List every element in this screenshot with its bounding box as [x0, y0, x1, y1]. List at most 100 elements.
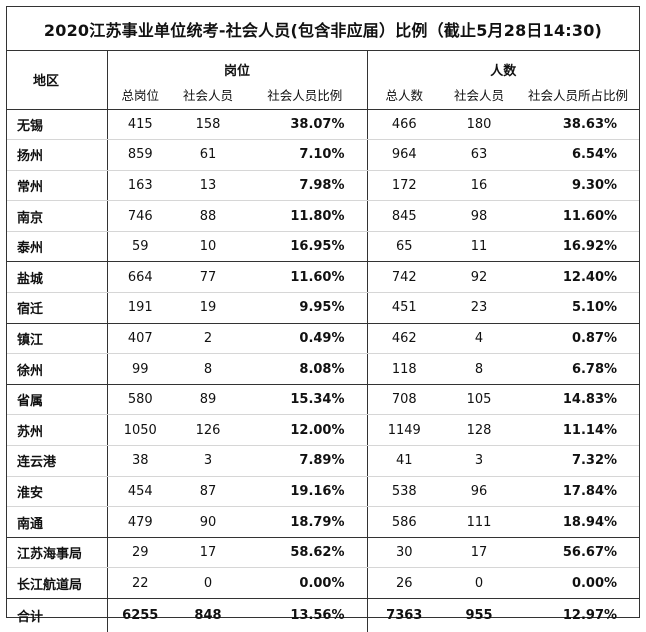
total-posts-cell: 1050 [107, 415, 173, 446]
people-ratio-cell: 12.97% [517, 599, 639, 632]
people-ratio-cell: 56.67% [517, 537, 639, 568]
total-people-cell: 172 [367, 170, 441, 201]
social-posts-cell: 848 [173, 599, 243, 632]
social-people-cell: 17 [441, 537, 517, 568]
total-posts-cell: 6255 [107, 599, 173, 632]
people-ratio-cell: 12.40% [517, 262, 639, 293]
total-people-cell: 7363 [367, 599, 441, 632]
post-ratio-cell: 11.80% [243, 201, 367, 232]
posts-group-header: 岗位 [107, 51, 367, 81]
region-cell: 长江航道局 [7, 568, 107, 599]
region-cell: 省属 [7, 384, 107, 415]
region-cell: 江苏海事局 [7, 537, 107, 568]
social-posts-cell: 90 [173, 507, 243, 538]
social-people-cell: 63 [441, 140, 517, 171]
region-cell: 合计 [7, 599, 107, 632]
total-people-cell: 26 [367, 568, 441, 599]
region-cell: 盐城 [7, 262, 107, 293]
table-frame: 2020江苏事业单位统考-社会人员(包含非应届）比例（截止5月28日14:30)… [6, 6, 640, 618]
people-ratio-cell: 5.10% [517, 293, 639, 324]
post-ratio-cell: 8.08% [243, 354, 367, 385]
post-ratio-cell: 7.10% [243, 140, 367, 171]
total-posts-cell: 859 [107, 140, 173, 171]
col-header-total-people: 总人数 [367, 81, 441, 109]
total-people-cell: 30 [367, 537, 441, 568]
total-posts-cell: 22 [107, 568, 173, 599]
post-ratio-cell: 38.07% [243, 109, 367, 140]
total-people-cell: 65 [367, 231, 441, 262]
total-posts-cell: 163 [107, 170, 173, 201]
people-ratio-cell: 0.87% [517, 323, 639, 354]
data-table: 地区 岗位 人数 总岗位 社会人员 社会人员比例 总人数 社会人员 社会人员所占… [7, 51, 639, 632]
total-people-cell: 586 [367, 507, 441, 538]
social-people-cell: 4 [441, 323, 517, 354]
post-ratio-cell: 11.60% [243, 262, 367, 293]
region-cell: 苏州 [7, 415, 107, 446]
people-ratio-cell: 14.83% [517, 384, 639, 415]
total-people-cell: 118 [367, 354, 441, 385]
total-people-cell: 466 [367, 109, 441, 140]
total-posts-cell: 454 [107, 476, 173, 507]
post-ratio-cell: 7.98% [243, 170, 367, 201]
people-ratio-cell: 18.94% [517, 507, 639, 538]
total-posts-cell: 479 [107, 507, 173, 538]
post-ratio-cell: 0.49% [243, 323, 367, 354]
post-ratio-cell: 58.62% [243, 537, 367, 568]
region-cell: 扬州 [7, 140, 107, 171]
region-cell: 南通 [7, 507, 107, 538]
region-cell: 淮安 [7, 476, 107, 507]
social-posts-cell: 10 [173, 231, 243, 262]
total-people-cell: 451 [367, 293, 441, 324]
col-header-total-posts: 总岗位 [107, 81, 173, 109]
total-posts-cell: 580 [107, 384, 173, 415]
social-people-cell: 11 [441, 231, 517, 262]
total-posts-cell: 407 [107, 323, 173, 354]
social-people-cell: 8 [441, 354, 517, 385]
social-posts-cell: 13 [173, 170, 243, 201]
total-people-cell: 538 [367, 476, 441, 507]
social-people-cell: 180 [441, 109, 517, 140]
total-posts-cell: 664 [107, 262, 173, 293]
region-cell: 常州 [7, 170, 107, 201]
social-people-cell: 96 [441, 476, 517, 507]
social-posts-cell: 158 [173, 109, 243, 140]
table-title: 2020江苏事业单位统考-社会人员(包含非应届）比例（截止5月28日14:30) [7, 7, 639, 51]
people-group-header: 人数 [367, 51, 639, 81]
region-cell: 镇江 [7, 323, 107, 354]
post-ratio-cell: 13.56% [243, 599, 367, 632]
total-posts-cell: 746 [107, 201, 173, 232]
total-posts-cell: 415 [107, 109, 173, 140]
social-posts-cell: 87 [173, 476, 243, 507]
post-ratio-cell: 15.34% [243, 384, 367, 415]
people-ratio-cell: 16.92% [517, 231, 639, 262]
social-people-cell: 105 [441, 384, 517, 415]
social-posts-cell: 0 [173, 568, 243, 599]
social-posts-cell: 3 [173, 446, 243, 477]
total-people-cell: 845 [367, 201, 441, 232]
social-posts-cell: 61 [173, 140, 243, 171]
people-ratio-cell: 7.32% [517, 446, 639, 477]
social-posts-cell: 17 [173, 537, 243, 568]
post-ratio-cell: 19.16% [243, 476, 367, 507]
total-posts-cell: 191 [107, 293, 173, 324]
total-people-cell: 964 [367, 140, 441, 171]
post-ratio-cell: 9.95% [243, 293, 367, 324]
total-people-cell: 462 [367, 323, 441, 354]
social-people-cell: 128 [441, 415, 517, 446]
region-cell: 无锡 [7, 109, 107, 140]
total-posts-cell: 38 [107, 446, 173, 477]
total-people-cell: 742 [367, 262, 441, 293]
total-posts-cell: 29 [107, 537, 173, 568]
people-ratio-cell: 6.54% [517, 140, 639, 171]
